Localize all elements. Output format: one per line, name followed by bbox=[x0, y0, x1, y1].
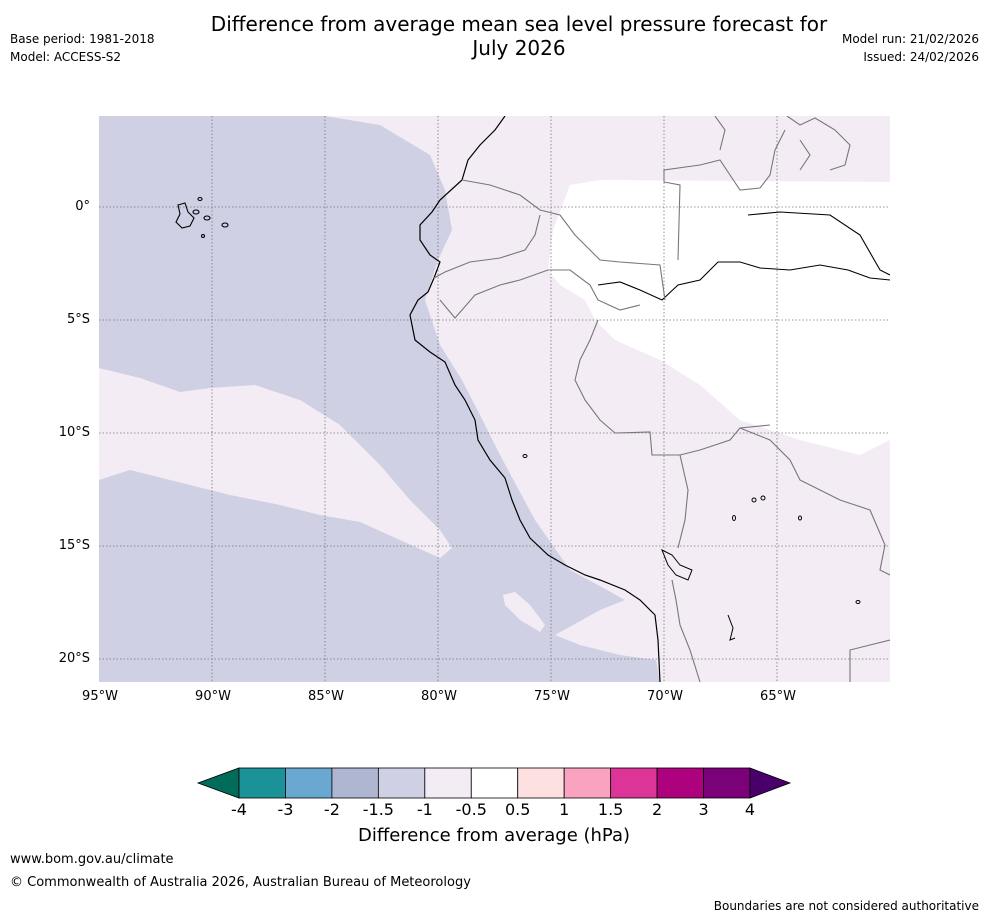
colorbar-segment bbox=[424, 767, 472, 799]
colorbar-segment bbox=[563, 767, 612, 799]
footer-copyright: © Commonwealth of Australia 2026, Austra… bbox=[10, 875, 471, 890]
base-period: Base period: 1981-2018 bbox=[10, 32, 155, 46]
map-area bbox=[99, 116, 890, 682]
title-line-2: July 2026 bbox=[472, 36, 566, 60]
amazon-river bbox=[597, 261, 890, 301]
colorbar-segment bbox=[470, 767, 519, 799]
colorbar-tick-label: 2 bbox=[651, 800, 663, 819]
colorbar-tick-label: 0.5 bbox=[504, 800, 531, 819]
colorbar-tick-label: -1.5 bbox=[362, 800, 394, 819]
lon-label-75w: 75°W bbox=[534, 689, 570, 704]
colorbar-over-arrow bbox=[749, 767, 792, 799]
colorbar-tick-label: 3 bbox=[698, 800, 709, 819]
country-borders bbox=[433, 116, 890, 682]
colorbar-segment bbox=[656, 767, 704, 799]
colorbar-segment bbox=[238, 767, 286, 799]
colorbar-segment bbox=[377, 767, 426, 799]
lon-label-70w: 70°W bbox=[647, 689, 683, 704]
model-name: Model: ACCESS-S2 bbox=[10, 50, 122, 64]
rio-negro-river bbox=[747, 211, 890, 276]
colorbar-under-arrow bbox=[196, 767, 240, 799]
anomaly-patch-ne bbox=[858, 125, 884, 147]
footer-website[interactable]: www.bom.gov.au/climate bbox=[10, 852, 174, 867]
colorbar-tick-label: -4 bbox=[231, 800, 247, 819]
lat-label-0: 0° bbox=[75, 199, 90, 214]
lon-label-65w: 65°W bbox=[760, 689, 796, 704]
colorbar-segment bbox=[285, 767, 333, 799]
colorbar-tick-label: -3 bbox=[277, 800, 294, 819]
anomaly-tongue-pink bbox=[99, 368, 452, 558]
colorbar-tick-label: 1.5 bbox=[597, 800, 624, 819]
meta-right: Model run: 21/02/2026 Issued: 24/02/2026 bbox=[842, 30, 979, 66]
footer-disclaimer: Boundaries are not considered authoritat… bbox=[713, 899, 979, 913]
colorbar-tick-label: 1 bbox=[559, 800, 570, 819]
colorbar-tick-label: -0.5 bbox=[455, 800, 487, 819]
lat-label-10s: 10°S bbox=[58, 425, 90, 440]
colorbar-label: Difference from average (hPa) bbox=[357, 825, 631, 846]
lon-label-85w: 85°W bbox=[308, 689, 344, 704]
anomaly-fill-white bbox=[548, 180, 890, 455]
colorbar-segment bbox=[610, 767, 658, 799]
lat-label-20s: 20°S bbox=[58, 651, 90, 666]
colorbar-segment bbox=[703, 767, 751, 799]
lon-label-90w: 90°W bbox=[195, 689, 231, 704]
anomaly-blob-pink bbox=[503, 592, 545, 632]
colorbar-tick-label: -1 bbox=[416, 800, 433, 819]
coastline bbox=[409, 116, 661, 682]
meta-left: Base period: 1981-2018 Model: ACCESS-S2 bbox=[10, 30, 155, 66]
galapagos-islands bbox=[175, 196, 229, 239]
lon-label-80w: 80°W bbox=[421, 689, 457, 704]
title-line-1: Difference from average mean sea level p… bbox=[210, 12, 828, 36]
lat-label-5s: 5°S bbox=[66, 312, 90, 327]
lake-titicaca bbox=[661, 548, 693, 581]
colorbar-segment bbox=[517, 767, 565, 799]
colorbar-tick-label: 4 bbox=[744, 800, 756, 819]
model-run: Model run: 21/02/2026 bbox=[841, 32, 979, 46]
chart-title: Difference from average mean sea level p… bbox=[150, 12, 888, 60]
colorbar-segment bbox=[331, 767, 379, 799]
issued-date: Issued: 24/02/2026 bbox=[863, 50, 979, 64]
lon-label-95w: 95°W bbox=[82, 689, 118, 704]
lat-label-15s: 15°S bbox=[58, 538, 90, 553]
colorbar-tick-label: -2 bbox=[323, 800, 340, 819]
gridlines bbox=[99, 116, 890, 682]
colorbar-segments bbox=[238, 767, 751, 799]
small-lakes bbox=[522, 454, 861, 641]
